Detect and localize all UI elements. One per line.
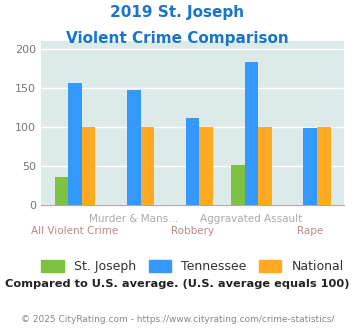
Text: Murder & Mans...: Murder & Mans... (89, 214, 178, 224)
Bar (258, 127, 272, 205)
Text: Rape: Rape (297, 226, 323, 236)
Text: Aggravated Assault: Aggravated Assault (200, 214, 302, 224)
Bar (304, 128, 317, 205)
Text: All Violent Crime: All Violent Crime (31, 226, 119, 236)
Bar (127, 90, 141, 205)
Bar (231, 165, 245, 205)
Text: © 2025 CityRating.com - https://www.cityrating.com/crime-statistics/: © 2025 CityRating.com - https://www.city… (21, 315, 334, 324)
Bar (245, 62, 258, 205)
Text: Compared to U.S. average. (U.S. average equals 100): Compared to U.S. average. (U.S. average … (5, 279, 350, 289)
Bar (82, 127, 95, 205)
Text: Robbery: Robbery (171, 226, 214, 236)
Text: 2019 St. Joseph: 2019 St. Joseph (110, 5, 245, 20)
Bar (141, 127, 154, 205)
Bar (55, 178, 68, 205)
Bar (186, 118, 200, 205)
Bar (317, 127, 331, 205)
Legend: St. Joseph, Tennessee, National: St. Joseph, Tennessee, National (42, 260, 344, 273)
Bar (200, 127, 213, 205)
Bar (68, 83, 82, 205)
Text: Violent Crime Comparison: Violent Crime Comparison (66, 31, 289, 46)
